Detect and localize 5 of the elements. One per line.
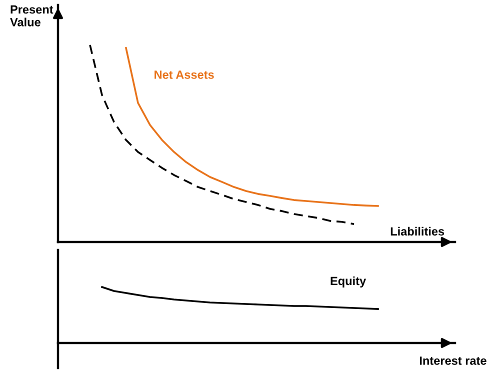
text: Liabilities (390, 226, 444, 236)
x-axis-title: Interest rate (420, 356, 486, 365)
series-label: Equity (330, 276, 366, 288)
series-label: Net Assets (154, 70, 214, 79)
y-axis-title: Present Value (10, 5, 54, 26)
